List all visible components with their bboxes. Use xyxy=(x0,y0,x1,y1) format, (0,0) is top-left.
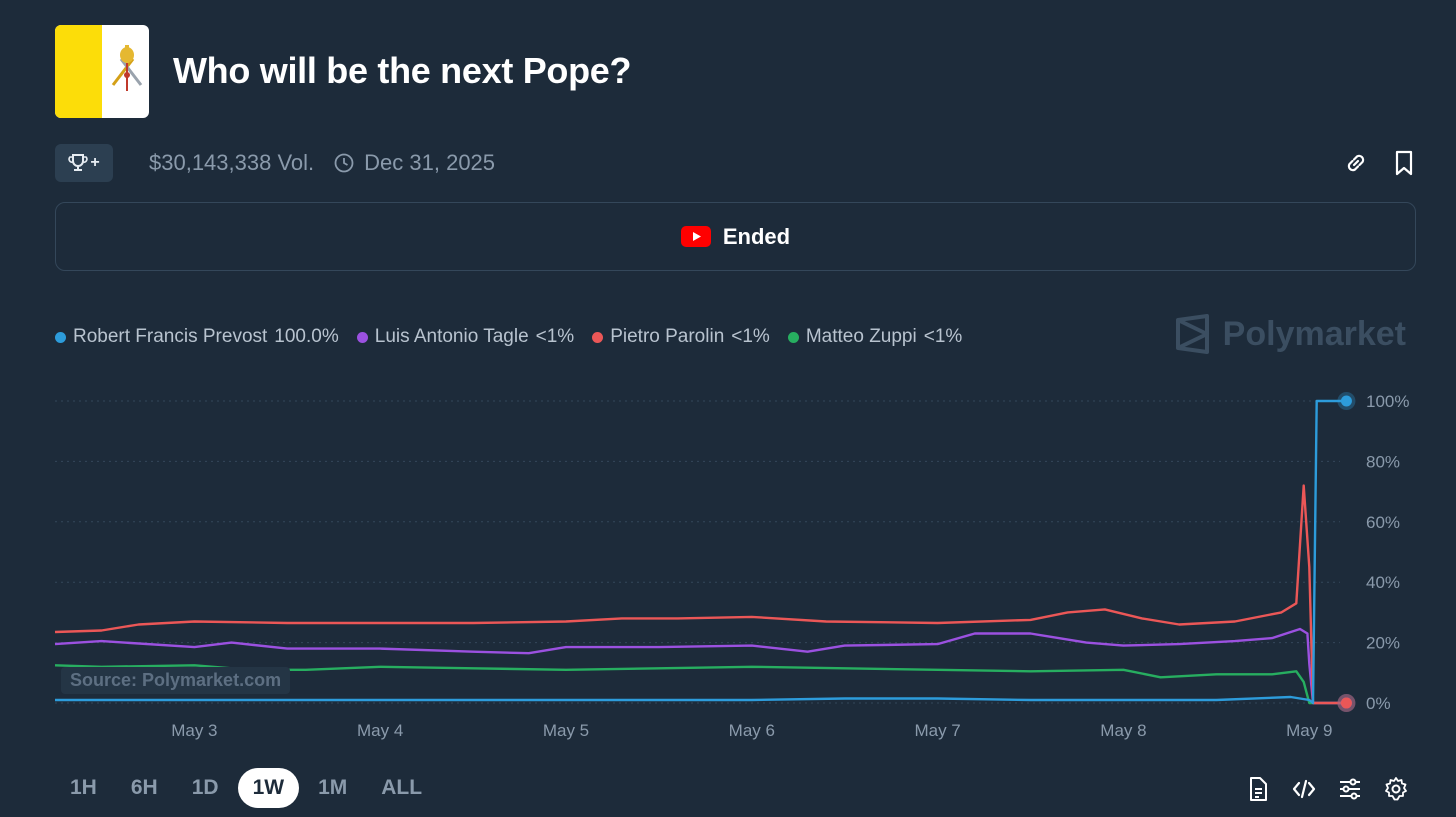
x-tick-label: May 6 xyxy=(729,721,775,740)
series-line-prevost xyxy=(55,399,1347,705)
legend-item-prevost: Robert Francis Prevost 100.0% xyxy=(55,326,339,348)
legend-name: Robert Francis Prevost xyxy=(73,326,268,347)
live-status-box[interactable]: Ended xyxy=(55,202,1416,271)
y-tick-label: 40% xyxy=(1366,573,1400,592)
sliders-icon[interactable] xyxy=(1338,776,1362,802)
legend-item-tagle: Luis Antonio Tagle <1% xyxy=(356,326,575,348)
x-tick-label: May 3 xyxy=(171,721,217,740)
y-tick-label: 20% xyxy=(1366,634,1400,653)
x-tick-label: May 5 xyxy=(543,721,589,740)
vatican-emblem-icon xyxy=(111,45,143,91)
link-icon[interactable] xyxy=(1344,150,1368,176)
legend-name: Luis Antonio Tagle xyxy=(374,326,529,347)
legend-dot xyxy=(55,331,66,343)
legend-dot xyxy=(592,331,604,343)
legend-item-zuppi: Matteo Zuppi <1% xyxy=(787,326,963,348)
legend-value: <1% xyxy=(535,326,575,347)
trophy-plus: + xyxy=(90,154,100,171)
time-range-selector: 1H 6H 1D 1W 1M ALL xyxy=(55,768,437,808)
end-date: Dec 31, 2025 xyxy=(334,150,495,176)
range-6h[interactable]: 6H xyxy=(130,776,158,799)
polymarket-watermark: Polymarket xyxy=(1175,314,1406,354)
polymarket-logo-icon xyxy=(1175,314,1209,354)
page-title: Who will be the next Pope? xyxy=(173,50,632,91)
legend-name: Matteo Zuppi xyxy=(805,326,917,347)
series-line-tagle xyxy=(54,627,1347,705)
chart-legend: Robert Francis Prevost 100.0% Luis Anton… xyxy=(55,326,962,348)
y-tick-label: 60% xyxy=(1366,513,1400,532)
trophy-button[interactable]: + xyxy=(55,144,113,182)
youtube-icon xyxy=(680,226,711,247)
price-chart[interactable]: 0% 20% 40% 60% 80% 100% May 3 May 4 May 5 May 6 Ma… xyxy=(0,380,1456,750)
source-label: Source: Polymarket.com xyxy=(61,667,291,694)
document-icon[interactable] xyxy=(1246,776,1270,802)
trophy-icon xyxy=(68,154,89,171)
series-endpoint-prevost xyxy=(1340,395,1352,407)
range-1h[interactable]: 1H xyxy=(70,776,97,799)
x-tick-label: May 4 xyxy=(357,721,403,740)
legend-value: <1% xyxy=(923,326,963,347)
legend-dot xyxy=(787,331,799,343)
y-tick-label: 0% xyxy=(1366,694,1391,713)
x-tick-label: May 7 xyxy=(914,721,960,740)
range-1m[interactable]: 1M xyxy=(318,776,348,799)
range-1w[interactable]: 1W xyxy=(237,768,300,808)
range-1d[interactable]: 1D xyxy=(191,776,219,799)
market-image-vatican-flag xyxy=(55,25,149,118)
code-icon[interactable] xyxy=(1292,776,1316,802)
x-tick-label: May 9 xyxy=(1286,721,1332,740)
series-line-parolin xyxy=(54,484,1347,705)
legend-value: <1% xyxy=(731,326,770,347)
ended-label: Ended xyxy=(722,223,791,249)
y-tick-label: 80% xyxy=(1366,452,1400,471)
clock-icon xyxy=(334,153,354,173)
brand-name: Polymarket xyxy=(1222,314,1406,353)
market-meta: + $30,143,338 Vol. Dec 31, 2025 xyxy=(55,144,495,182)
end-date-label: Dec 31, 2025 xyxy=(364,150,496,175)
gear-icon[interactable] xyxy=(1384,776,1408,802)
legend-item-parolin: Pietro Parolin <1% xyxy=(592,326,770,348)
bookmark-icon[interactable] xyxy=(1392,150,1416,176)
x-tick-label: May 8 xyxy=(1100,721,1146,740)
legend-name: Pietro Parolin xyxy=(610,326,725,347)
y-tick-label: 100% xyxy=(1366,392,1409,411)
series-endpoint-parolin xyxy=(1340,697,1352,709)
legend-value: 100.0% xyxy=(274,326,339,347)
range-all[interactable]: ALL xyxy=(381,776,423,799)
chart-actions xyxy=(1246,776,1408,802)
volume-text: $30,143,338 Vol. xyxy=(149,150,315,175)
top-actions xyxy=(1344,150,1416,176)
legend-dot xyxy=(356,331,368,343)
